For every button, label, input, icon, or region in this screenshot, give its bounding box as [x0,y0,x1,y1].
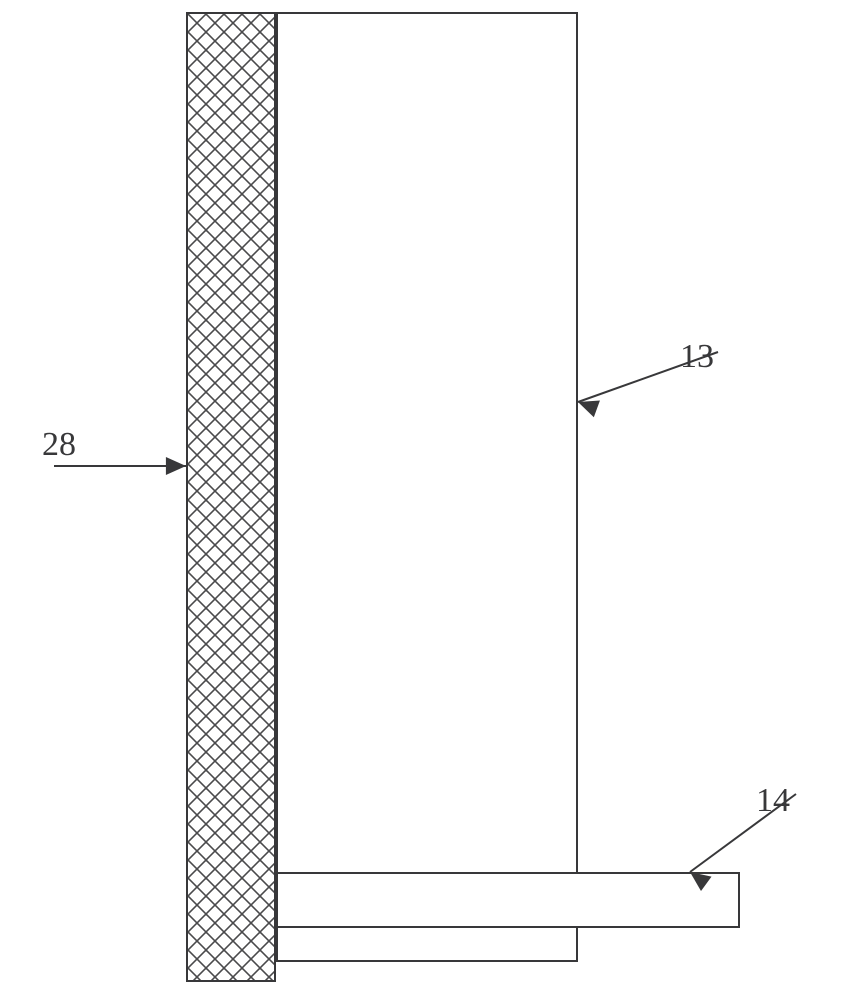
technical-diagram: 28 13 14 [0,0,855,1000]
crosshatch-pattern [188,14,274,980]
annotation-label-13: 13 [680,338,714,376]
hatched-column-28 [186,12,276,982]
horizontal-bar-14 [276,872,740,928]
plain-column-13 [276,12,578,962]
annotation-label-28: 28 [42,426,76,464]
annotation-label-14: 14 [756,782,790,820]
